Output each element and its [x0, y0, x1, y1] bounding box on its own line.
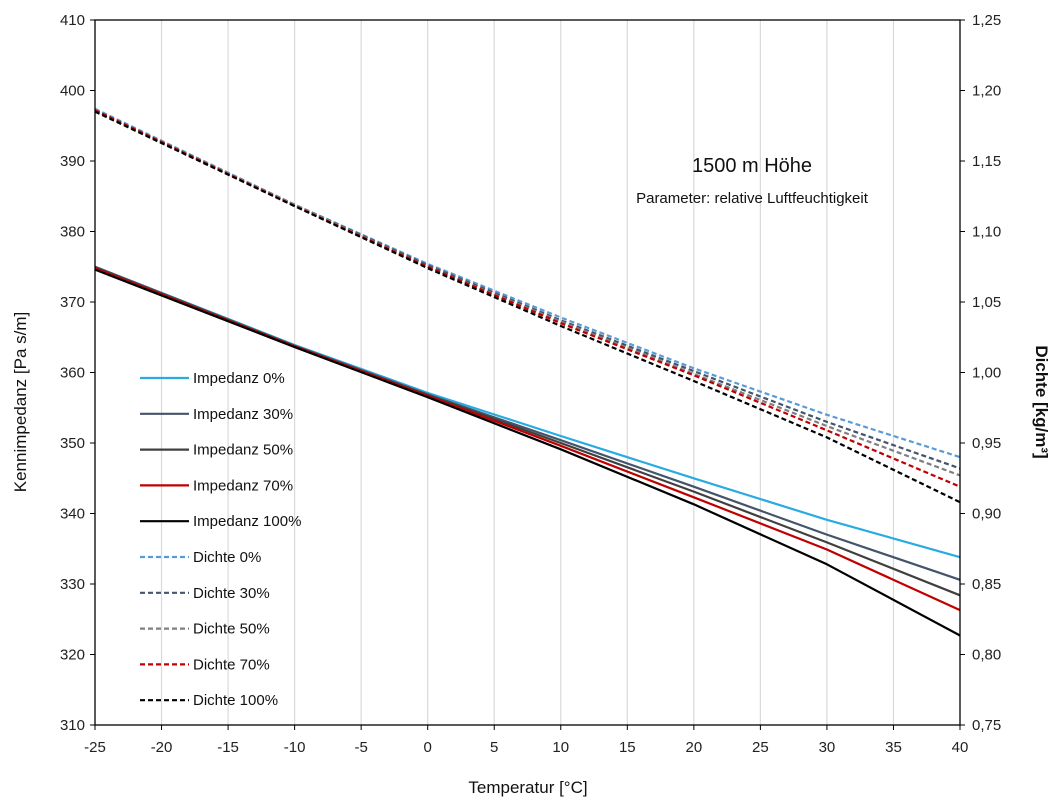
y-left-tick-label: 330: [60, 576, 85, 593]
x-tick-label: 15: [619, 739, 636, 756]
x-tick-label: 25: [752, 739, 769, 756]
y-right-tick-label: 1,05: [972, 294, 1001, 311]
x-tick-label: 35: [885, 739, 902, 756]
y-left-tick-label: 410: [60, 12, 85, 29]
x-tick-label: 30: [819, 739, 836, 756]
legend-label: Impedanz 50%: [193, 442, 293, 459]
y-left-tick-label: 360: [60, 365, 85, 382]
x-tick-label: 0: [424, 739, 432, 756]
y-right-tick-label: 1,00: [972, 365, 1001, 382]
x-tick-label: -10: [284, 739, 306, 756]
x-tick-label: 10: [552, 739, 569, 756]
x-tick-label: 5: [490, 739, 498, 756]
series-line: [94, 109, 961, 488]
y-left-tick-label: 320: [60, 647, 85, 664]
series-lines: [94, 107, 961, 637]
y-left-tick-label: 390: [60, 153, 85, 170]
y-left-axis-title: Kennimpedanz [Pa s/m]: [11, 312, 30, 492]
y-left-tick-label: 380: [60, 224, 85, 241]
series-line: [94, 268, 961, 637]
y-left-tick-label: 350: [60, 435, 85, 452]
x-tick-label: -25: [84, 739, 106, 756]
y-right-tick-label: 0,85: [972, 576, 1001, 593]
legend-label: Impedanz 70%: [193, 477, 293, 494]
y-left-tick-label: 310: [60, 717, 85, 734]
x-tick-label: -15: [217, 739, 239, 756]
x-tick-label: 20: [686, 739, 703, 756]
legend: Impedanz 0% Impedanz 30% Impedanz 50% Imped…: [140, 370, 301, 709]
y-right-tick-label: 1,10: [972, 224, 1001, 241]
series-line: [94, 107, 961, 459]
x-tick-label: -20: [151, 739, 173, 756]
y-right-tick-label: 0,75: [972, 717, 1001, 734]
x-tick-label: -5: [354, 739, 367, 756]
legend-label: Dichte 0%: [193, 549, 261, 566]
y-right-tick-label: 1,15: [972, 153, 1001, 170]
legend-label: Dichte 100%: [193, 692, 278, 709]
chart-annotation-subtitle: Parameter: relative Luftfeuchtigkeit: [636, 190, 869, 207]
legend-label: Impedanz 0%: [193, 370, 285, 387]
legend-label: Dichte 30%: [193, 585, 270, 602]
legend-label: Impedanz 30%: [193, 406, 293, 423]
y-right-tick-label: 0,90: [972, 506, 1001, 523]
legend-label: Dichte 70%: [193, 656, 270, 673]
y-right-axis-title: Dichte [kg/m³]: [1032, 345, 1051, 458]
y-right-tick-label: 0,95: [972, 435, 1001, 452]
legend-label: Impedanz 100%: [193, 513, 301, 530]
y-right-tick-label: 1,25: [972, 12, 1001, 29]
series-line: [94, 265, 961, 581]
y-left-tick-label: 400: [60, 83, 85, 100]
series-line: [94, 109, 961, 477]
y-left-tick-labels: 310 320 330 340 350 360 370 380 390 400 410: [60, 12, 95, 734]
chart-annotation-title: 1500 m Höhe: [692, 155, 812, 177]
y-right-tick-label: 1,20: [972, 83, 1001, 100]
x-tick-labels: -25 -20 -15 -10 -5 0 5 10 15 20 25 30 35 40: [84, 725, 968, 756]
gridlines: [160, 20, 895, 725]
x-tick-label: 40: [952, 739, 969, 756]
series-line: [94, 110, 961, 504]
y-right-tick-labels: 0,75 0,80 0,85 0,90 0,95 1,00 1,05 1,10 1,15 1,20…: [960, 12, 1001, 734]
y-left-tick-label: 370: [60, 294, 85, 311]
x-axis-title: Temperatur [°C]: [468, 778, 587, 797]
y-right-tick-label: 0,80: [972, 647, 1001, 664]
legend-label: Dichte 50%: [193, 621, 270, 638]
y-left-tick-label: 340: [60, 506, 85, 523]
